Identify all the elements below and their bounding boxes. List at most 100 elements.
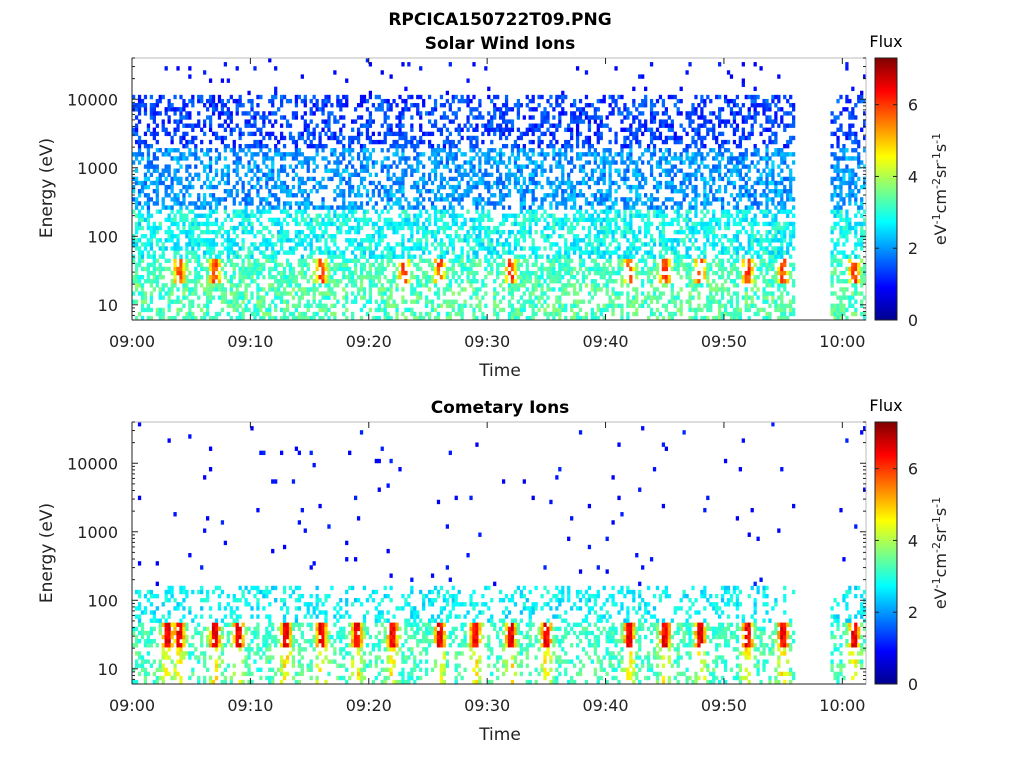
flux-cell <box>277 250 281 255</box>
flux-cell <box>238 279 242 284</box>
flux-cell <box>368 283 373 288</box>
flux-cell <box>176 307 180 313</box>
flux-cell <box>611 266 615 272</box>
flux-cell <box>161 246 165 251</box>
flux-cell <box>380 184 384 190</box>
flux-cell <box>522 152 526 157</box>
flux-cell <box>605 160 609 165</box>
flux-cell <box>620 119 624 124</box>
flux-cell <box>300 217 304 223</box>
flux-cell <box>392 303 396 309</box>
flux-cell <box>170 234 174 239</box>
flux-cell <box>303 180 307 186</box>
flux-cell <box>525 258 529 263</box>
flux-cell <box>584 250 589 255</box>
flux-cell <box>481 279 485 284</box>
flux-cell <box>182 279 186 284</box>
flux-cell <box>179 94 183 100</box>
flux-cell <box>436 160 441 165</box>
flux-cell <box>425 238 429 243</box>
flux-cell <box>155 98 159 104</box>
flux-cell <box>522 131 526 137</box>
flux-cell <box>173 176 177 182</box>
flux-cell <box>137 107 142 112</box>
flux-cell <box>667 311 671 317</box>
flux-cell <box>176 238 180 243</box>
flux-cell <box>587 160 592 165</box>
flux-cell <box>277 168 281 173</box>
flux-cell <box>667 135 671 141</box>
flux-cell <box>362 148 367 153</box>
flux-cell <box>339 103 343 108</box>
flux-cell <box>247 262 251 268</box>
flux-cell <box>667 258 671 263</box>
flux-cell <box>457 238 461 243</box>
flux-cell <box>425 217 429 223</box>
flux-cell <box>475 238 479 243</box>
flux-cell <box>564 270 568 276</box>
flux-cell <box>333 270 337 276</box>
flux-cell <box>590 221 595 227</box>
flux-cell <box>194 283 198 288</box>
flux-cell <box>167 193 171 198</box>
flux-cell <box>513 242 518 247</box>
flux-cell <box>531 209 535 214</box>
flux-cell <box>250 98 254 104</box>
flux-cell <box>279 279 284 284</box>
flux-cell <box>427 139 432 145</box>
flux-cell <box>496 127 500 132</box>
flux-cell <box>531 160 535 165</box>
flux-cell <box>241 291 245 296</box>
flux-cell <box>496 176 500 182</box>
flux-cell <box>590 311 595 317</box>
flux-cell <box>558 103 562 108</box>
flux-cell <box>558 180 562 186</box>
flux-cell <box>365 160 370 165</box>
flux-cell <box>268 229 272 235</box>
flux-cell <box>561 172 565 178</box>
flux-cell <box>353 299 358 304</box>
flux-cell <box>513 180 518 186</box>
flux-cell <box>430 111 435 116</box>
flux-cell <box>336 283 340 288</box>
flux-cell <box>173 315 177 321</box>
flux-cell <box>667 123 671 128</box>
flux-cell <box>205 172 210 178</box>
flux-cell <box>490 123 494 128</box>
flux-cell <box>389 315 393 321</box>
flux-cell <box>430 262 435 268</box>
flux-cell <box>336 262 340 268</box>
flux-cell <box>635 213 639 218</box>
flux-cell <box>226 180 230 186</box>
flux-cell <box>567 262 571 268</box>
flux-cell <box>214 197 219 202</box>
flux-cell <box>608 225 612 231</box>
flux-cell <box>170 315 174 321</box>
flux-cell <box>457 148 461 153</box>
flux-cell <box>226 311 230 317</box>
flux-cell <box>214 131 219 137</box>
flux-cell <box>537 123 541 128</box>
flux-cell <box>170 217 174 223</box>
flux-cell <box>132 189 136 194</box>
flux-cell <box>211 184 216 190</box>
flux-cell <box>499 127 503 132</box>
flux-cell <box>427 111 432 116</box>
flux-cell <box>158 270 162 276</box>
flux-cell <box>353 135 358 141</box>
flux-cell <box>398 94 402 100</box>
flux-cell <box>445 250 449 255</box>
flux-cell <box>351 315 355 321</box>
flux-cell <box>324 242 328 247</box>
flux-cell <box>303 123 307 128</box>
flux-cell <box>380 291 384 296</box>
flux-cell <box>611 234 615 239</box>
flux-cell <box>170 197 174 202</box>
flux-cell <box>256 164 260 169</box>
flux-cell <box>635 266 639 272</box>
flux-cell <box>214 103 219 108</box>
flux-cell <box>244 193 248 198</box>
flux-cell <box>238 176 242 182</box>
flux-cell <box>513 213 518 218</box>
flux-cell <box>155 279 159 284</box>
